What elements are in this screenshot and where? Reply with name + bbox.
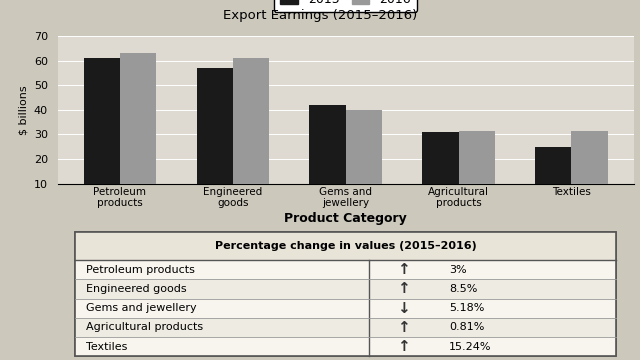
Bar: [233, 58, 269, 208]
Text: ↑: ↑: [397, 339, 410, 354]
Text: ↑: ↑: [397, 262, 410, 277]
Bar: [75, 298, 616, 318]
Bar: [75, 260, 616, 279]
Bar: [458, 131, 495, 208]
Text: ↑: ↑: [397, 282, 410, 296]
Y-axis label: $ billions: $ billions: [18, 85, 28, 135]
Bar: [75, 232, 616, 260]
Bar: [75, 279, 616, 298]
Text: 8.5%: 8.5%: [449, 284, 477, 294]
Bar: [196, 68, 233, 208]
Bar: [422, 132, 458, 208]
Text: 0.81%: 0.81%: [449, 323, 484, 333]
Text: ↑: ↑: [397, 320, 410, 335]
Text: 15.24%: 15.24%: [449, 342, 492, 352]
Text: Petroleum products: Petroleum products: [86, 265, 195, 275]
Bar: [310, 105, 346, 208]
Bar: [572, 131, 607, 208]
Legend: 2015, 2016: 2015, 2016: [274, 0, 417, 12]
Bar: [75, 337, 616, 356]
Text: Agricultural products: Agricultural products: [86, 323, 204, 333]
Text: ↓: ↓: [397, 301, 410, 316]
Text: Percentage change in values (2015–2016): Percentage change in values (2015–2016): [215, 241, 476, 251]
Bar: [75, 318, 616, 337]
Bar: [346, 110, 381, 208]
Text: Export Earnings (2015–2016): Export Earnings (2015–2016): [223, 9, 417, 22]
Bar: [84, 58, 120, 208]
Text: Engineered goods: Engineered goods: [86, 284, 187, 294]
Bar: [535, 147, 572, 208]
Text: Gems and jewellery: Gems and jewellery: [86, 303, 197, 313]
Bar: [120, 53, 156, 208]
Text: Textiles: Textiles: [86, 342, 128, 352]
X-axis label: Product Category: Product Category: [284, 212, 407, 225]
Text: 5.18%: 5.18%: [449, 303, 484, 313]
Text: 3%: 3%: [449, 265, 467, 275]
